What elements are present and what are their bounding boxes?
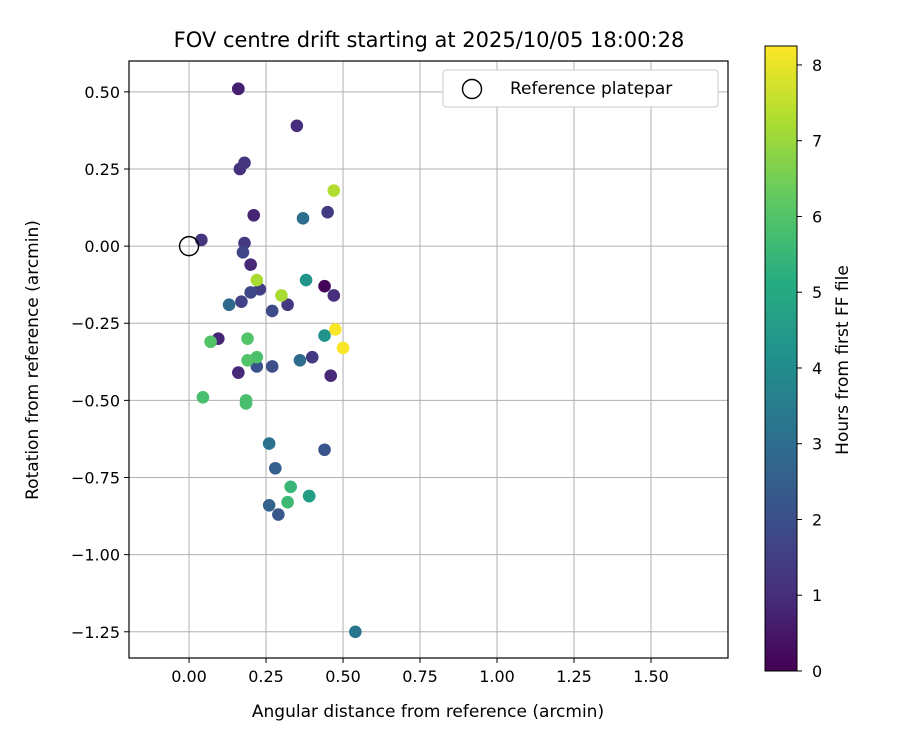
- scatter-point: [302, 489, 316, 503]
- scatter-point: [196, 390, 210, 404]
- colorbar-tick-label: 8: [812, 56, 822, 75]
- x-tick-label: 1.25: [556, 667, 592, 686]
- scatter-point: [265, 360, 279, 373]
- scatter-point: [327, 289, 341, 302]
- x-tick-label: 0.50: [325, 667, 361, 686]
- scatter-point: [244, 286, 257, 299]
- scatter-point: [265, 304, 279, 318]
- y-tick-label: −1.25: [71, 623, 120, 642]
- y-tick-label: −0.25: [71, 314, 120, 333]
- scatter-point: [272, 508, 285, 521]
- scatter-point: [284, 480, 297, 494]
- legend: Reference platepar: [442, 69, 719, 108]
- colorbar-tick-label: 7: [812, 132, 822, 151]
- colorbar-tick-label: 5: [812, 283, 822, 302]
- x-tick-label: 0.25: [248, 667, 284, 686]
- x-tick-label: 0.75: [402, 667, 438, 686]
- scatter-point: [244, 258, 257, 271]
- y-tick-label: 0.00: [84, 237, 120, 256]
- colorbar-tick-label: 1: [812, 586, 822, 605]
- scatter-point: [281, 495, 294, 509]
- scatter-point: [293, 353, 307, 367]
- chart-title: FOV centre drift starting at 2025/10/05 …: [174, 28, 685, 52]
- colorbar-tick-label: 3: [812, 435, 822, 454]
- x-tick-label: 0.00: [171, 667, 207, 686]
- scatter-point: [247, 208, 261, 222]
- plot-frame: [128, 60, 729, 659]
- y-tick-label: 0.25: [84, 160, 120, 179]
- scatter-point: [281, 298, 294, 312]
- colorbar-ticks: 0 1 2 3 4 5 6 7 8: [797, 56, 822, 681]
- colorbar-tick-label: 0: [812, 662, 822, 681]
- x-axis-ticks: 0.00 0.25 0.50 0.75 1.00 1.25 1.50: [171, 658, 669, 686]
- colorbar: 0 1 2 3 4 5 6 7 8 Hours from first FF file: [764, 45, 853, 681]
- scatter-point: [239, 397, 253, 410]
- colorbar-tick-label: 6: [812, 207, 822, 226]
- reference-platepar-marker: [178, 235, 200, 257]
- y-axis-label: Rotation from reference (arcmin): [23, 220, 43, 500]
- scatter-point: [327, 184, 341, 197]
- x-tick-label: 1.00: [479, 667, 515, 686]
- scatter-point: [238, 236, 251, 250]
- scatter-point: [262, 437, 276, 450]
- scatter-point: [250, 273, 264, 287]
- x-tick-label: 1.50: [633, 667, 669, 686]
- grid-lines: [129, 61, 728, 658]
- y-axis-ticks: 0.50 0.25 0.00 −0.25 −0.50 −0.75 −1.00 −1.25: [71, 83, 129, 642]
- scatter-point: [336, 341, 350, 355]
- scatter-point: [299, 273, 313, 287]
- y-tick-label: −1.00: [71, 546, 120, 565]
- scatter-point: [235, 295, 248, 308]
- scatter-point: [305, 350, 319, 364]
- data-points: [195, 82, 362, 639]
- scatter-point: [238, 156, 251, 170]
- scatter-point: [236, 245, 250, 259]
- x-axis-label: Angular distance from reference (arcmin): [252, 702, 604, 722]
- scatter-point: [290, 119, 304, 133]
- scatter-point: [324, 369, 338, 382]
- colorbar-label: Hours from first FF file: [833, 265, 853, 455]
- scatter-point: [232, 366, 245, 379]
- y-tick-label: −0.50: [71, 391, 120, 410]
- scatter-point: [241, 353, 254, 367]
- scatter-point: [232, 82, 245, 96]
- scatter-point: [268, 461, 282, 475]
- scatter-point: [349, 625, 362, 639]
- legend-label: Reference platepar: [510, 79, 672, 99]
- colorbar-tick-label: 4: [812, 359, 822, 378]
- colorbar-tick-label: 2: [812, 510, 822, 529]
- scatter-point: [250, 360, 264, 373]
- scatter-point: [318, 279, 331, 293]
- y-tick-label: −0.75: [71, 469, 120, 488]
- colorbar-gradient: [764, 45, 798, 672]
- scatter-point: [318, 443, 331, 457]
- scatter-point: [321, 205, 334, 219]
- scatter-point: [222, 298, 236, 312]
- scatter-point: [329, 323, 342, 336]
- y-tick-label: 0.50: [84, 83, 120, 102]
- scatter-point: [204, 335, 217, 349]
- scatter-point: [275, 289, 288, 302]
- scatter-point: [318, 329, 331, 342]
- scatter-point: [262, 498, 276, 512]
- legend-box: [442, 69, 719, 108]
- legend-marker: [461, 78, 483, 100]
- scatter-point: [296, 212, 310, 225]
- scatter-point: [241, 332, 254, 345]
